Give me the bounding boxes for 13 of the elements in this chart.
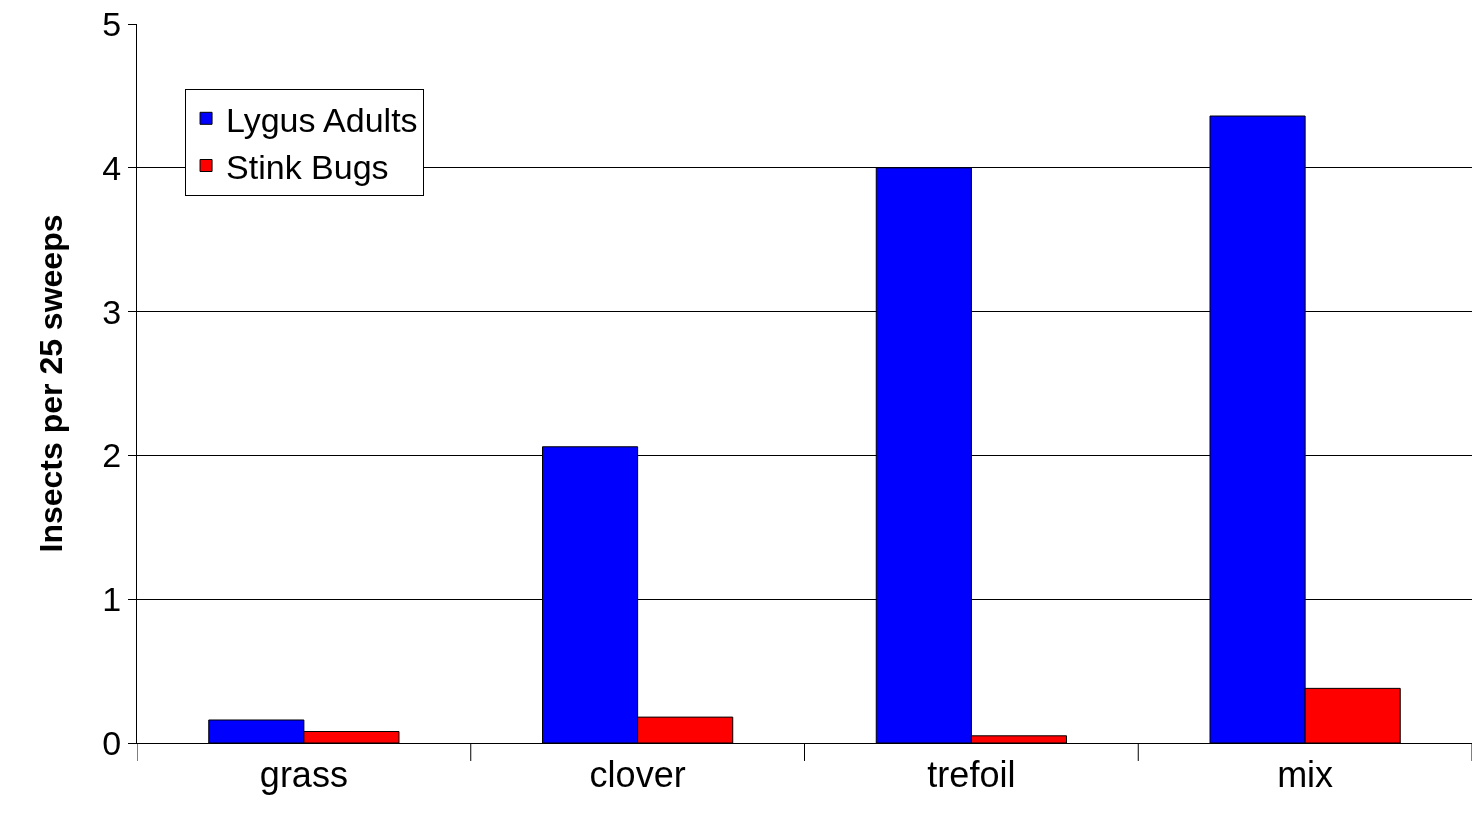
y-tick-label: 3: [102, 292, 122, 331]
legend-label: Stink Bugs: [226, 147, 389, 186]
x-tick-label: trefoil: [927, 754, 1016, 796]
x-tick-label: mix: [1277, 754, 1334, 796]
y-tick-label: 0: [102, 723, 122, 762]
x-tick-label: clover: [589, 754, 686, 796]
y-axis-title: Insects per 25 sweeps: [32, 214, 69, 553]
legend-label: Lygus Adults: [226, 100, 418, 139]
y-tick-label: 4: [102, 148, 122, 187]
y-tick-label: 5: [102, 4, 122, 43]
y-tick-label: 1: [102, 580, 122, 619]
y-tick-label: 2: [102, 436, 122, 475]
x-tick-label: grass: [259, 754, 348, 796]
